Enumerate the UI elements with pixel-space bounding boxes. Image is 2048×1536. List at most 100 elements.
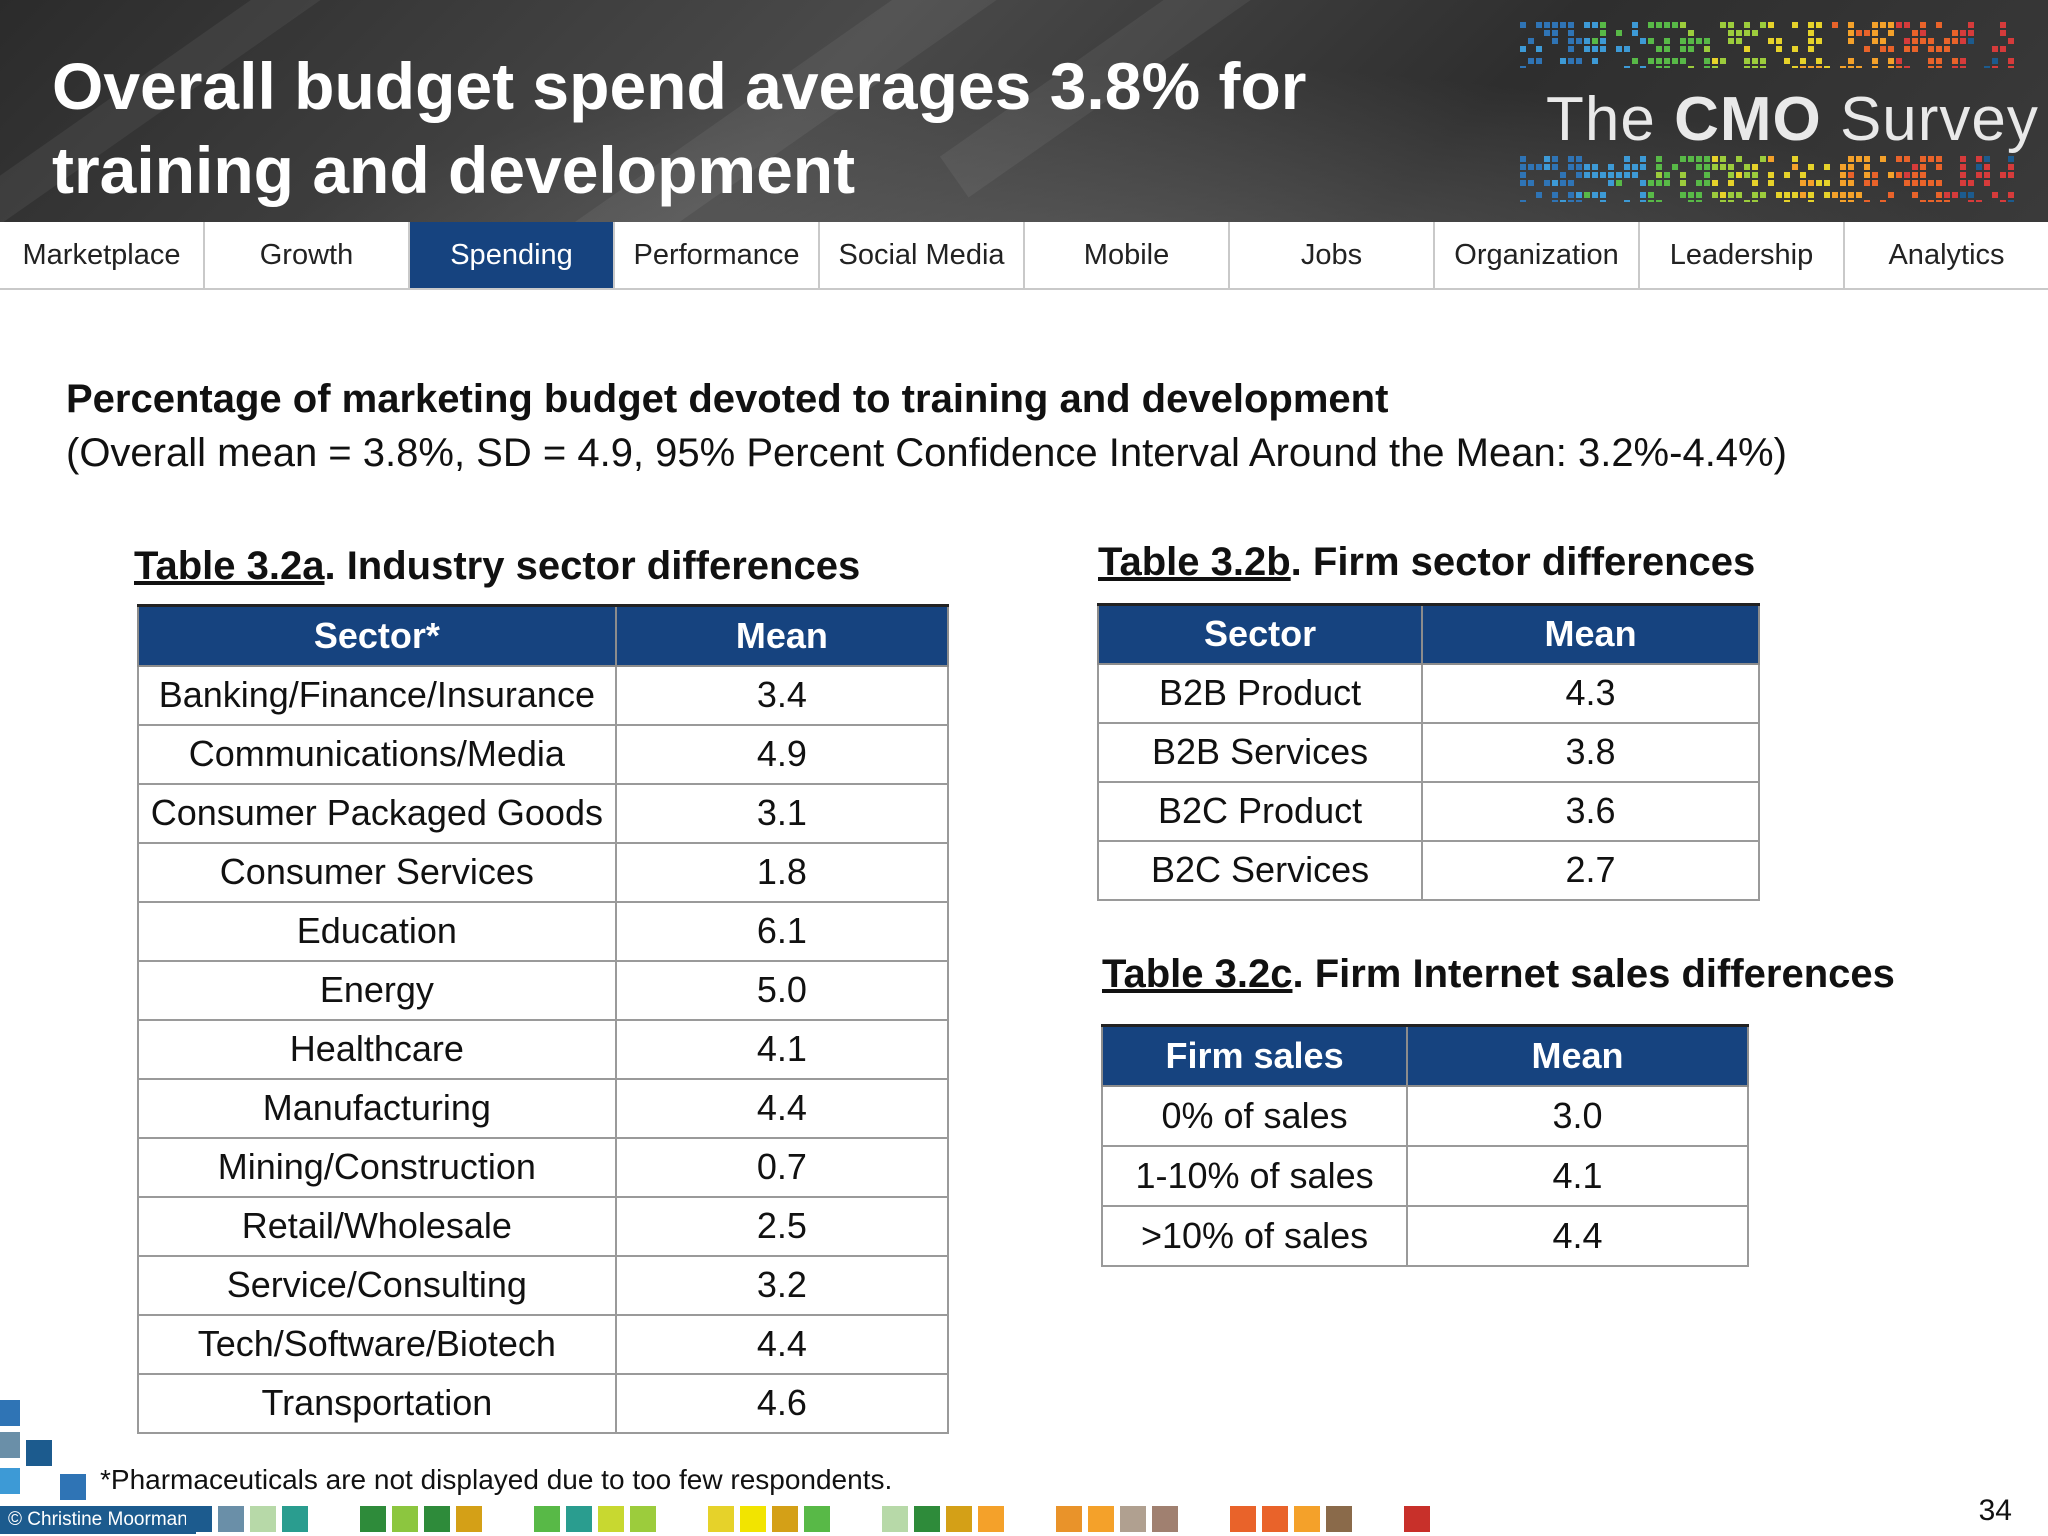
table-a-mean-cell: 5.0 (614, 959, 950, 1021)
table-row: Manufacturing 4.4 (137, 1077, 950, 1139)
table-row: Retail/Wholesale 2.5 (137, 1195, 950, 1257)
table-a-label-cell: Service/Consulting (137, 1254, 617, 1316)
table-a-label-cell: Healthcare (137, 1018, 617, 1080)
table-a-caption-text: . Industry sector differences (324, 544, 861, 588)
table-row: B2C Services 2.7 (1096, 839, 1760, 901)
table-b-header-mean: Mean (1421, 603, 1760, 665)
logo-pixel-pattern-bottom (1520, 156, 2014, 202)
table-row: >10% of sales 4.4 (1100, 1204, 1749, 1267)
table-c-label-cell: >10% of sales (1100, 1204, 1409, 1267)
table-a-label-cell: Retail/Wholesale (137, 1195, 617, 1257)
table-a-label-cell: Communications/Media (137, 723, 617, 785)
table-b-mean-cell: 3.8 (1421, 721, 1760, 783)
table-a-caption: Table 3.2a. Industry sector differences (134, 544, 860, 589)
table-c-caption-text: . Firm Internet sales differences (1292, 952, 1895, 996)
table-a-header-mean: Mean (614, 604, 950, 667)
tab-leadership[interactable]: Leadership (1640, 222, 1845, 288)
tab-marketplace[interactable]: Marketplace (0, 222, 205, 288)
table-a-mean-cell: 3.1 (614, 782, 950, 844)
table-row: Transportation 4.6 (137, 1372, 950, 1434)
table-row: Banking/Finance/Insurance 3.4 (137, 664, 950, 726)
tab-performance[interactable]: Performance (615, 222, 820, 288)
slide-subtitle: Percentage of marketing budget devoted t… (66, 372, 1966, 480)
tab-spending[interactable]: Spending (410, 222, 615, 288)
page-title-line2: training and development (52, 133, 856, 207)
page-number: 34 (1978, 1494, 2012, 1527)
table-internet-sales: Firm sales Mean 0% of sales 3.0 1-10% of s… (1100, 1024, 1749, 1267)
table-row: B2B Product 4.3 (1096, 662, 1760, 724)
table-a-label-cell: Mining/Construction (137, 1136, 617, 1198)
table-a-label-cell: Education (137, 900, 617, 962)
table-row: Consumer Services 1.8 (137, 841, 950, 903)
table-b-body: B2B Product 4.3 B2B Services 3.8 B2C Product… (1096, 662, 1760, 901)
table-a-mean-cell: 4.6 (614, 1372, 950, 1434)
table-a-mean-cell: 4.4 (614, 1077, 950, 1139)
subtitle-heading: Percentage of marketing budget devoted t… (66, 377, 1389, 421)
table-a-caption-label: Table 3.2a (134, 544, 325, 588)
page-title: Overall budget spend averages 3.8% for t… (52, 44, 1452, 212)
table-b-mean-cell: 2.7 (1421, 839, 1760, 901)
copyright-credit: © Christine Moorman (0, 1506, 196, 1534)
section-nav: Marketplace Growth Spending Performance … (0, 222, 2048, 290)
table-row: B2C Product 3.6 (1096, 780, 1760, 842)
table-a-mean-cell: 4.1 (614, 1018, 950, 1080)
table-b-mean-cell: 3.6 (1421, 780, 1760, 842)
table-c-header-firm-sales: Firm sales (1100, 1024, 1409, 1087)
table-c-body: 0% of sales 3.0 1-10% of sales 4.1 >10% of s… (1100, 1084, 1749, 1267)
table-row: Energy 5.0 (137, 959, 950, 1021)
tab-organization[interactable]: Organization (1435, 222, 1640, 288)
table-row: 1-10% of sales 4.1 (1100, 1144, 1749, 1207)
table-a-mean-cell: 4.4 (614, 1313, 950, 1375)
table-a-mean-cell: 1.8 (614, 841, 950, 903)
table-b-caption: Table 3.2b. Firm sector differences (1098, 540, 1755, 585)
table-c-mean-cell: 3.0 (1406, 1084, 1749, 1147)
table-row: Healthcare 4.1 (137, 1018, 950, 1080)
table-b-header-sector: Sector (1096, 603, 1424, 665)
table-a-mean-cell: 2.5 (614, 1195, 950, 1257)
table-b-label-cell: B2B Product (1096, 662, 1424, 724)
tab-social-media[interactable]: Social Media (820, 222, 1025, 288)
table-a-mean-cell: 4.9 (614, 723, 950, 785)
tab-jobs[interactable]: Jobs (1230, 222, 1435, 288)
table-a-label-cell: Manufacturing (137, 1077, 617, 1139)
table-row: Tech/Software/Biotech 4.4 (137, 1313, 950, 1375)
table-c-mean-cell: 4.1 (1406, 1144, 1749, 1207)
table-row: 0% of sales 3.0 (1100, 1084, 1749, 1147)
table-row: Consumer Packaged Goods 3.1 (137, 782, 950, 844)
page-title-line1: Overall budget spend averages 3.8% for (52, 49, 1307, 123)
table-b-caption-label: Table 3.2b (1098, 540, 1291, 584)
table-row: Education 6.1 (137, 900, 950, 962)
table-row: Service/Consulting 3.2 (137, 1254, 950, 1316)
table-b-mean-cell: 4.3 (1421, 662, 1760, 724)
table-a-header-sector: Sector* (137, 604, 617, 667)
footnote: *Pharmaceuticals are not displayed due t… (100, 1464, 893, 1495)
table-a-mean-cell: 6.1 (614, 900, 950, 962)
table-row: Communications/Media 4.9 (137, 723, 950, 785)
tab-mobile[interactable]: Mobile (1025, 222, 1230, 288)
tab-analytics[interactable]: Analytics (1888, 238, 2005, 271)
footer-decorative-blocks (0, 1400, 86, 1500)
table-c-label-cell: 1-10% of sales (1100, 1144, 1409, 1207)
table-b-label-cell: B2C Services (1096, 839, 1424, 901)
table-b-label-cell: B2B Services (1096, 721, 1424, 783)
footer-color-squares (186, 1506, 1430, 1532)
table-a-body: Banking/Finance/Insurance 3.4 Communicatio… (137, 664, 950, 1434)
table-a-label-cell: Energy (137, 959, 617, 1021)
table-a-mean-cell: 0.7 (614, 1136, 950, 1198)
table-c-label-cell: 0% of sales (1100, 1084, 1409, 1147)
logo-text: The CMO Survey (1546, 84, 2039, 155)
table-b-label-cell: B2C Product (1096, 780, 1424, 842)
logo-suffix: Survey (1821, 85, 2039, 154)
logo-pixel-pattern-top (1520, 22, 2014, 68)
table-row: Mining/Construction 0.7 (137, 1136, 950, 1198)
tab-growth[interactable]: Growth (205, 222, 410, 288)
table-c-caption-label: Table 3.2c (1102, 952, 1293, 996)
table-industry-sector: Sector* Mean Banking/Finance/Insurance 3.… (137, 604, 950, 1434)
table-firm-sector: Sector Mean B2B Product 4.3 B2B Services 3.… (1096, 603, 1760, 901)
subtitle-detail: (Overall mean = 3.8%, SD = 4.9, 95% Perc… (66, 431, 1787, 475)
logo-prefix: The (1546, 85, 1675, 154)
table-a-label-cell: Tech/Software/Biotech (137, 1313, 617, 1375)
table-a-label-cell: Consumer Services (137, 841, 617, 903)
table-row: B2B Services 3.8 (1096, 721, 1760, 783)
table-c-caption: Table 3.2c. Firm Internet sales differen… (1102, 952, 1895, 997)
